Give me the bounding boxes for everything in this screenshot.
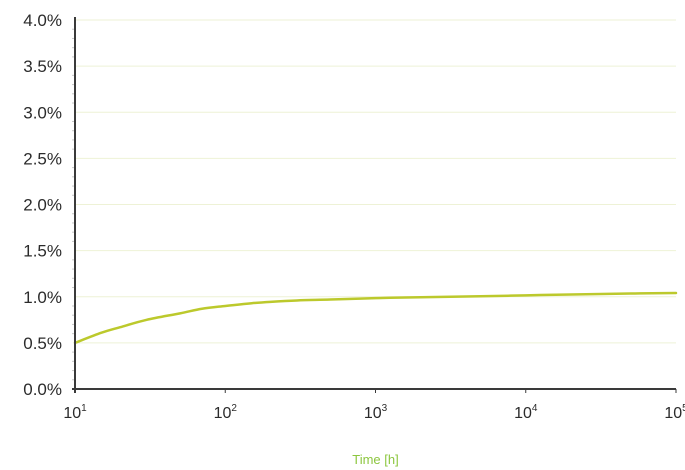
series-line (73, 291, 678, 345)
x-axis-label: Time [h] (352, 452, 398, 467)
x-tick-exponent: 3 (382, 403, 388, 414)
y-tick-label: 0.5% (23, 334, 62, 353)
x-tick-labels: 101 102 103 104 105 (63, 389, 685, 422)
x-tick-base: 10 (664, 405, 682, 422)
x-tick-label: 105 (664, 403, 685, 422)
y-tick-label: 2.5% (23, 149, 62, 168)
x-tick-exponent: 5 (682, 403, 685, 414)
x-tick-exponent: 2 (231, 403, 237, 414)
x-tick-label: 101 (63, 403, 87, 422)
x-tick-base: 10 (214, 405, 232, 422)
y-tick-label: 1.0% (23, 288, 62, 307)
y-tick-label: 3.0% (23, 103, 62, 122)
x-tick-label: 102 (214, 403, 238, 422)
y-tick-label: 1.5% (23, 242, 62, 261)
x-tick-exponent: 1 (81, 403, 87, 414)
x-tick-label: 103 (364, 403, 388, 422)
y-tick-label: 4.0% (23, 11, 62, 30)
x-tick-base: 10 (364, 405, 382, 422)
y-tick-label: 3.5% (23, 57, 62, 76)
x-tick-base: 10 (514, 405, 532, 422)
series-group (73, 291, 678, 345)
x-tick-exponent: 4 (532, 403, 538, 414)
x-tick-label: 104 (514, 403, 538, 422)
gridlines (75, 19, 676, 344)
y-tick-label: 2.0% (23, 196, 62, 215)
x-tick-base: 10 (63, 405, 81, 422)
y-tick-label: 0.0% (23, 380, 62, 399)
y-tick-labels: 0.0% 0.5% 1.0% 1.5% 2.0% 2.5% 3.0% 3.5% 4.0% (23, 11, 62, 399)
